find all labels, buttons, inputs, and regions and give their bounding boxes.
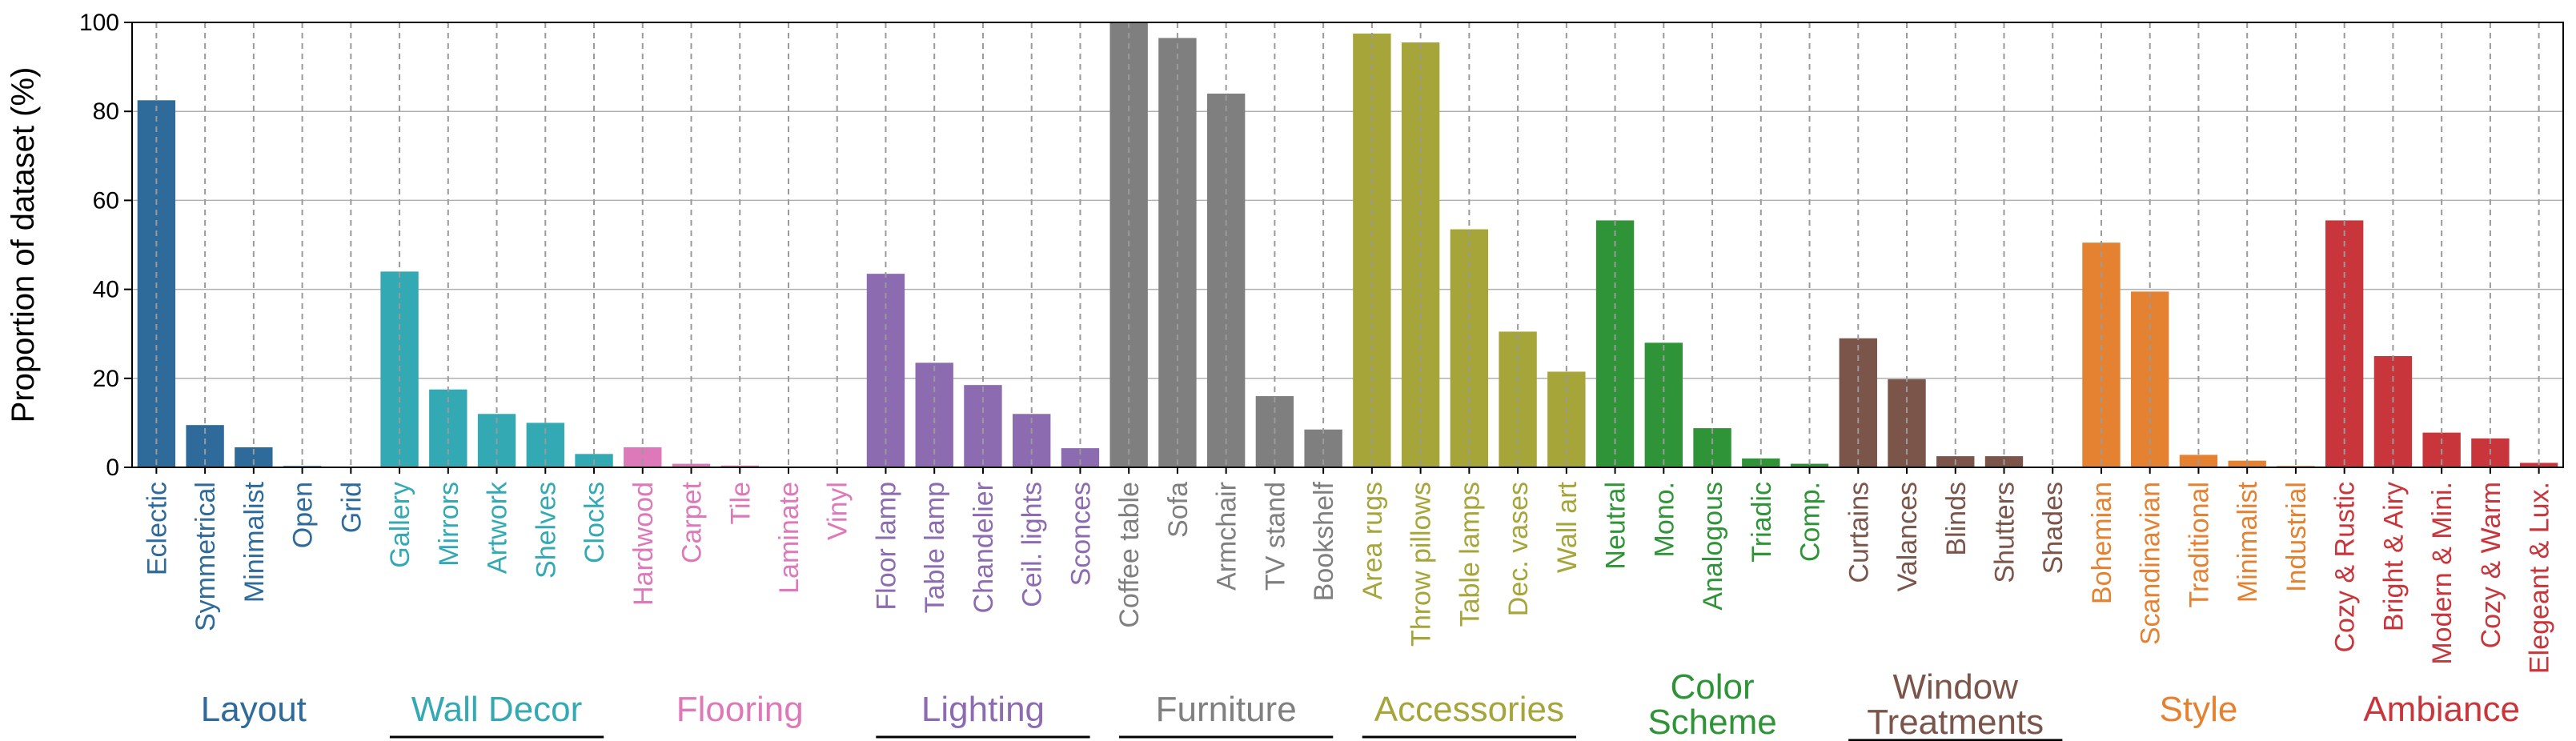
plot-frame xyxy=(131,22,2564,468)
x-tick-label: Valances xyxy=(1892,482,1923,591)
x-tick-label: Gallery xyxy=(385,482,415,568)
x-tick-label: Coffee table xyxy=(1114,482,1145,628)
x-tick-label: Blinds xyxy=(1941,482,1972,556)
y-axis: 0 20 40 60 80 100 xyxy=(79,10,132,481)
group-label: Treatments xyxy=(1867,703,2044,741)
x-tick-label: Cozy & Warm xyxy=(2476,482,2506,648)
bar xyxy=(2519,463,2558,467)
x-tick-label: Industrial xyxy=(2281,482,2312,592)
group-label: Scheme xyxy=(1647,703,1776,741)
x-tick-label: Cozy & Rustic xyxy=(2330,482,2361,653)
x-tick-label: Artwork xyxy=(483,481,513,574)
group-label: Accessories xyxy=(1374,690,1564,729)
x-tick-label: Neutral xyxy=(1601,482,1631,570)
group-labels: Layout Wall Decor Flooring Lighting Furnitur… xyxy=(201,667,2520,741)
x-tick-label: Chandelier xyxy=(969,482,999,613)
x-tick-label: Dec. vases xyxy=(1503,482,1534,616)
x-tick-label: Scandinavian xyxy=(2136,482,2166,645)
group-label: Lighting xyxy=(921,690,1045,729)
x-tick-label: Vinyl xyxy=(823,482,853,540)
bar xyxy=(2325,220,2364,467)
group-label: Flooring xyxy=(676,690,804,729)
group-label: Color xyxy=(1670,667,1754,707)
x-tick-label: Bookshelf xyxy=(1309,481,1339,601)
bar xyxy=(720,465,759,467)
y-axis-title: Proportion of dataset (%) xyxy=(6,67,41,423)
vertical-grid-layer xyxy=(155,22,2540,467)
x-tick-label: Shades xyxy=(2038,482,2068,574)
bar xyxy=(1644,342,1683,467)
x-tick-label: Carpet xyxy=(677,481,708,563)
x-tick-label: Laminate xyxy=(774,482,804,594)
x-tick-label: Traditional xyxy=(2184,482,2214,607)
group-label: Ambiance xyxy=(2363,690,2520,729)
x-tick-label: Clocks xyxy=(580,482,610,563)
x-tick-label: Modern & Mini. xyxy=(2427,482,2458,665)
x-tick-label: Table lamp xyxy=(920,482,950,613)
x-tick-label: Mirrors xyxy=(434,482,464,567)
group-label: Layout xyxy=(201,690,307,729)
x-tick-label: Shutters xyxy=(1989,482,2020,583)
x-tick-label: Hardwood xyxy=(628,482,659,606)
x-tick-label: Triadic xyxy=(1747,482,1777,563)
x-tick-label: Curtains xyxy=(1844,482,1874,583)
bar xyxy=(1206,93,1246,468)
bar xyxy=(672,463,711,467)
x-tick-label: Mono. xyxy=(1649,482,1679,558)
bar xyxy=(1790,463,1829,467)
x-tick-label: Elegeant & Lux. xyxy=(2525,482,2555,674)
x-tick-label: Armchair xyxy=(1212,482,1242,591)
x-tick-label: Bright & Airy xyxy=(2378,482,2409,631)
x-tick-label: Wall art xyxy=(1552,481,1583,573)
x-tick-label: Symmetrical xyxy=(191,482,221,631)
x-tick-label: Floor lamp xyxy=(871,482,901,611)
group-label: Furniture xyxy=(1156,690,1297,729)
x-tick-label: Throw pillows xyxy=(1406,482,1437,647)
x-tick-label: Ceil. lights xyxy=(1017,482,1048,607)
y-tick-label: 0 xyxy=(106,455,119,481)
x-tick-label: Area rugs xyxy=(1358,482,1388,599)
bar xyxy=(1061,448,1100,467)
x-tick-label: Analogous xyxy=(1698,482,1728,611)
x-tick-label: Eclectic xyxy=(142,482,172,575)
y-tick-label: 80 xyxy=(93,98,119,125)
x-tick-label: Shelves xyxy=(531,482,561,579)
x-tick-label: Sofa xyxy=(1163,482,1194,538)
y-tick-label: 60 xyxy=(93,187,119,214)
x-tick-label: Table lamps xyxy=(1455,482,1485,627)
group-label: Style xyxy=(2160,690,2238,729)
y-tick-label: 20 xyxy=(93,366,119,392)
y-tick-label: 40 xyxy=(93,277,119,303)
x-tick-label: Tile xyxy=(725,482,756,525)
x-tick-label: Minimalist xyxy=(2233,481,2263,603)
x-tick-label: Open xyxy=(288,482,319,548)
x-tick-label: Grid xyxy=(336,482,367,533)
y-tick-label: 100 xyxy=(79,10,119,36)
x-axis-labels: Eclectic Symmetrical Minimalist Open Grid Gal… xyxy=(142,467,2555,674)
bar xyxy=(1595,220,1635,467)
group-label: Window xyxy=(1893,667,2019,707)
x-tick-label: TV stand xyxy=(1260,482,1290,591)
x-tick-label: Bohemian xyxy=(2087,482,2117,604)
bars-layer xyxy=(137,22,2558,468)
x-tick-label: Minimalist xyxy=(239,481,270,603)
x-tick-label: Sconces xyxy=(1065,482,1096,586)
group-label: Wall Decor xyxy=(411,690,583,729)
x-tick-label: Comp. xyxy=(1796,482,1826,562)
